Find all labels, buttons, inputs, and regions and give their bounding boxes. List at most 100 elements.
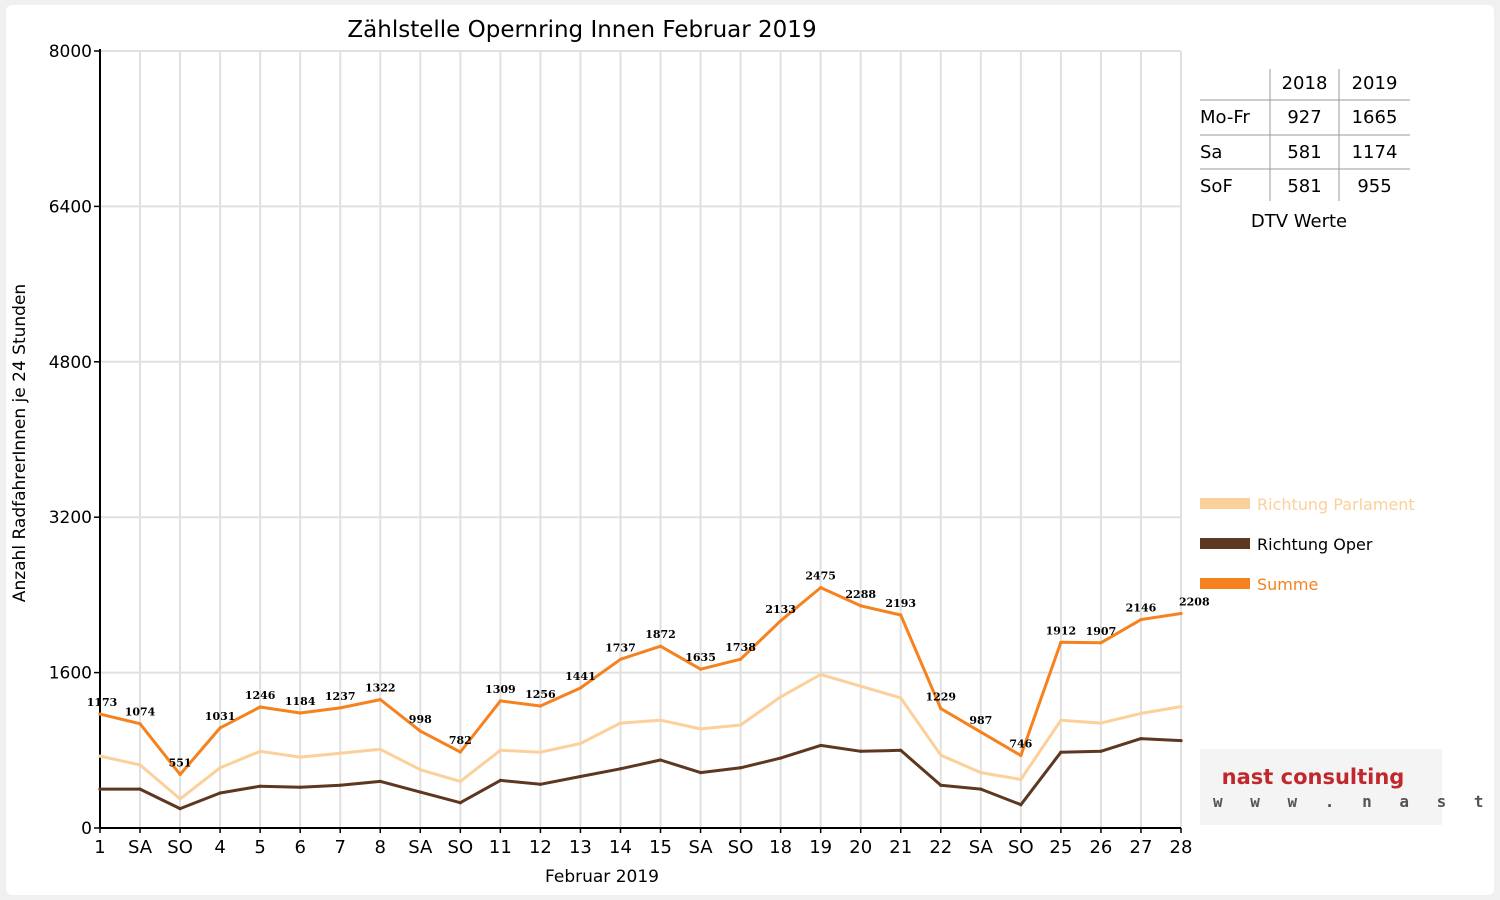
data-point bbox=[1179, 611, 1183, 616]
x-tick-label: 19 bbox=[809, 837, 832, 858]
x-tick-label: 13 bbox=[569, 837, 592, 858]
data-point bbox=[658, 758, 663, 762]
dtv-row-label: Mo-Fr bbox=[1200, 107, 1250, 128]
y-tick-label: 0 bbox=[81, 819, 92, 839]
dtv-row-label: SoF bbox=[1200, 176, 1233, 197]
data-point bbox=[378, 779, 382, 783]
data-label: 1256 bbox=[525, 688, 556, 701]
data-point bbox=[138, 763, 142, 767]
y-tick-label: 3200 bbox=[49, 508, 92, 528]
data-point bbox=[498, 778, 502, 783]
data-label: 987 bbox=[969, 714, 992, 727]
x-tick-label: 5 bbox=[254, 837, 265, 858]
data-point bbox=[939, 783, 943, 787]
x-tick-label: SO bbox=[1008, 837, 1034, 858]
data-label: 1738 bbox=[725, 641, 756, 654]
series-line-summe bbox=[99, 586, 1182, 776]
x-tick-label: 22 bbox=[929, 837, 952, 858]
data-label: 1635 bbox=[685, 651, 716, 664]
data-point bbox=[258, 784, 262, 788]
data-point bbox=[979, 787, 983, 791]
data-point bbox=[698, 667, 703, 671]
series-line-richtung-oper bbox=[100, 737, 1182, 811]
legend-label: Summe bbox=[1257, 575, 1318, 594]
data-point bbox=[258, 749, 262, 753]
x-tick-label: 15 bbox=[649, 837, 672, 858]
data-label: 1184 bbox=[285, 695, 316, 708]
data-label: 1907 bbox=[1086, 625, 1117, 638]
data-label: 1441 bbox=[565, 670, 596, 683]
data-point bbox=[418, 790, 422, 794]
x-tick-label: SA bbox=[969, 837, 994, 858]
data-point bbox=[859, 604, 863, 608]
data-label: 2133 bbox=[765, 603, 796, 616]
dtv-cell: 581 bbox=[1287, 176, 1321, 197]
chart-title: Zählstelle Opernring Innen Februar 2019 bbox=[347, 17, 816, 43]
logo-url: w w w . n a s t . a t bbox=[1213, 792, 1494, 811]
x-tick-label: 6 bbox=[294, 837, 305, 858]
data-point bbox=[338, 783, 342, 787]
data-point bbox=[218, 791, 222, 795]
data-point bbox=[178, 772, 182, 777]
data-point bbox=[98, 754, 102, 758]
data-labels: 1173 1074 551 1031 1246 1184 1237 1322 998 782 130… bbox=[87, 570, 1210, 770]
data-point bbox=[538, 704, 543, 708]
data-point bbox=[779, 619, 783, 623]
data-point bbox=[138, 722, 142, 726]
data-point bbox=[578, 686, 583, 690]
x-tick-label: 26 bbox=[1089, 837, 1112, 858]
data-point bbox=[378, 747, 382, 751]
dtv-cell: 581 bbox=[1287, 142, 1321, 163]
data-point bbox=[1139, 711, 1143, 715]
data-point bbox=[458, 801, 462, 805]
dtv-header-cell: 2019 bbox=[1352, 73, 1398, 94]
data-point bbox=[1059, 750, 1063, 754]
data-point bbox=[738, 657, 743, 661]
dtv-table: 2018 2019 Mo-Fr 927 1665 Sa 581 1174 SoF 581 955 DT… bbox=[1200, 69, 1410, 232]
data-point bbox=[1099, 641, 1103, 645]
data-label: 1737 bbox=[605, 641, 636, 654]
chart-frame: Zählstelle Opernring Innen Februar 2019 … bbox=[6, 5, 1494, 895]
data-point bbox=[819, 672, 823, 677]
logo-text: nast consulting bbox=[1222, 765, 1405, 789]
x-tick-label: SA bbox=[408, 837, 433, 858]
x-tick-label: 28 bbox=[1170, 837, 1193, 858]
x-tick-label: SO bbox=[167, 837, 193, 858]
data-point bbox=[1099, 749, 1103, 753]
data-point bbox=[738, 723, 743, 727]
x-tick-label: 25 bbox=[1049, 837, 1072, 858]
chart-svg: Zählstelle Opernring Innen Februar 2019 … bbox=[10, 17, 1494, 887]
x-tick-label: 4 bbox=[214, 837, 225, 858]
x-tick-label: 27 bbox=[1130, 837, 1153, 858]
legend-swatch bbox=[1200, 578, 1250, 589]
y-axis-label: Anzahl RadfahrerInnen je 24 Stunden bbox=[10, 284, 30, 602]
data-point bbox=[1099, 721, 1103, 725]
x-axis-label: Februar 2019 bbox=[545, 867, 659, 887]
data-point bbox=[1139, 617, 1143, 622]
data-point bbox=[979, 730, 983, 734]
data-point bbox=[178, 797, 182, 801]
data-point bbox=[1019, 803, 1023, 807]
data-label: 1309 bbox=[485, 683, 516, 696]
data-point bbox=[418, 768, 422, 772]
x-tick-label: 18 bbox=[769, 837, 792, 858]
data-point bbox=[338, 751, 342, 755]
grid-lines bbox=[100, 50, 1182, 828]
data-point bbox=[819, 743, 823, 748]
data-label: 1074 bbox=[125, 706, 156, 719]
dtv-caption: DTV Werte bbox=[1251, 211, 1347, 232]
data-point bbox=[618, 657, 623, 661]
data-point bbox=[498, 699, 502, 703]
dtv-row-label: Sa bbox=[1200, 142, 1222, 163]
logo-box bbox=[1200, 749, 1442, 825]
data-point bbox=[1059, 640, 1063, 644]
data-point bbox=[658, 644, 663, 648]
x-tick-label: 8 bbox=[375, 837, 386, 858]
data-point bbox=[779, 695, 783, 699]
data-label: 746 bbox=[1009, 738, 1032, 751]
data-label: 1031 bbox=[205, 710, 236, 723]
data-point bbox=[1179, 704, 1183, 709]
data-point bbox=[298, 711, 302, 715]
data-label: 1246 bbox=[245, 689, 276, 702]
axes: 0 1600 3200 4800 6400 8000 1 SA SO 4 5 6 7 8 SA SO 11 12 1… bbox=[49, 42, 1193, 858]
